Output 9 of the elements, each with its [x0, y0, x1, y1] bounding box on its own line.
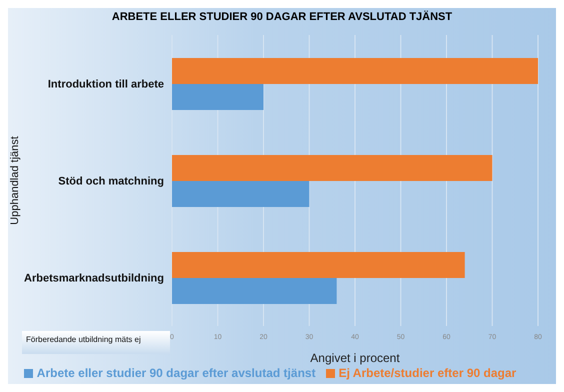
- chart-title: ARBETE ELLER STUDIER 90 DAGAR EFTER AVSLUTAD TJÄNST: [110, 10, 454, 25]
- y-tick-label: Arbetsmarknadsutbildning: [24, 272, 164, 284]
- legend-label: Ej Arbete/studier efter 90 dagar: [338, 366, 516, 380]
- y-axis-title: Upphandlad tjänst: [8, 136, 21, 225]
- y-tick-label: Introduktion till arbete: [48, 78, 164, 90]
- y-tick-label: Stöd och matchning: [58, 175, 164, 188]
- x-axis-title: Angivet i procent: [310, 351, 400, 365]
- text: Förberedande utbildning mäts ej: [22, 331, 170, 354]
- legend-label: Arbete eller studier 90 dagar efter avslutad tjänst: [36, 366, 316, 380]
